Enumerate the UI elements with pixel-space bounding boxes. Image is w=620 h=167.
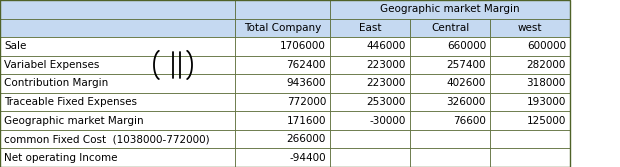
- Bar: [235, 130, 330, 148]
- Text: -30000: -30000: [370, 116, 406, 126]
- Text: 402600: 402600: [446, 78, 486, 89]
- Bar: [410, 148, 490, 167]
- Bar: [330, 74, 410, 93]
- Bar: [235, 111, 330, 130]
- Bar: [330, 111, 410, 130]
- Bar: [410, 130, 490, 148]
- Text: 446000: 446000: [366, 41, 406, 51]
- Bar: [330, 19, 410, 37]
- Bar: [330, 148, 410, 167]
- Text: common Fixed Cost  (1038000-772000): common Fixed Cost (1038000-772000): [4, 134, 210, 144]
- Text: -94400: -94400: [290, 153, 326, 163]
- Text: Central: Central: [431, 23, 469, 33]
- Text: 660000: 660000: [447, 41, 486, 51]
- Bar: [0, 19, 235, 37]
- Bar: [410, 19, 490, 37]
- Bar: [490, 74, 570, 93]
- Text: west: west: [518, 23, 542, 33]
- Text: 772000: 772000: [286, 97, 326, 107]
- Bar: [235, 0, 330, 19]
- Text: 266000: 266000: [286, 134, 326, 144]
- Text: 282000: 282000: [526, 60, 566, 70]
- Bar: [490, 130, 570, 148]
- Bar: [235, 37, 330, 56]
- Text: Contribution Margin: Contribution Margin: [4, 78, 108, 89]
- Bar: [410, 93, 490, 111]
- Text: Geographic market Margin: Geographic market Margin: [4, 116, 144, 126]
- Text: Traceable Fixed Expenses: Traceable Fixed Expenses: [4, 97, 137, 107]
- Bar: [330, 130, 410, 148]
- Bar: [235, 19, 330, 37]
- Text: Geographic market Margin: Geographic market Margin: [380, 4, 520, 14]
- Bar: [490, 56, 570, 74]
- Bar: [410, 111, 490, 130]
- Bar: [490, 37, 570, 56]
- Bar: [235, 74, 330, 93]
- Text: Total Company: Total Company: [244, 23, 321, 33]
- Bar: [330, 56, 410, 74]
- Text: 223000: 223000: [366, 78, 406, 89]
- Text: 943600: 943600: [286, 78, 326, 89]
- Bar: [330, 0, 570, 19]
- Bar: [490, 148, 570, 167]
- Bar: [0, 0, 235, 19]
- Text: 257400: 257400: [446, 60, 486, 70]
- Text: 193000: 193000: [526, 97, 566, 107]
- Bar: [410, 74, 490, 93]
- Bar: [330, 93, 410, 111]
- Text: 223000: 223000: [366, 60, 406, 70]
- Bar: [0, 37, 235, 56]
- Bar: [235, 148, 330, 167]
- Text: Sale: Sale: [4, 41, 27, 51]
- Bar: [490, 19, 570, 37]
- Text: 76600: 76600: [453, 116, 486, 126]
- Text: 253000: 253000: [366, 97, 406, 107]
- Text: 318000: 318000: [526, 78, 566, 89]
- Text: Net operating Income: Net operating Income: [4, 153, 118, 163]
- Bar: [235, 93, 330, 111]
- Bar: [490, 111, 570, 130]
- Text: Variabel Expenses: Variabel Expenses: [4, 60, 99, 70]
- Text: East: East: [359, 23, 381, 33]
- Bar: [490, 93, 570, 111]
- Bar: [410, 37, 490, 56]
- Text: 125000: 125000: [526, 116, 566, 126]
- Text: 171600: 171600: [286, 116, 326, 126]
- Bar: [0, 74, 235, 93]
- Bar: [330, 37, 410, 56]
- Bar: [0, 111, 235, 130]
- Bar: [410, 56, 490, 74]
- Bar: [0, 93, 235, 111]
- Text: 326000: 326000: [446, 97, 486, 107]
- Text: 1706000: 1706000: [280, 41, 326, 51]
- Text: 600000: 600000: [527, 41, 566, 51]
- Bar: [0, 130, 235, 148]
- Bar: [0, 148, 235, 167]
- Bar: [0, 56, 235, 74]
- Bar: [235, 56, 330, 74]
- Text: 762400: 762400: [286, 60, 326, 70]
